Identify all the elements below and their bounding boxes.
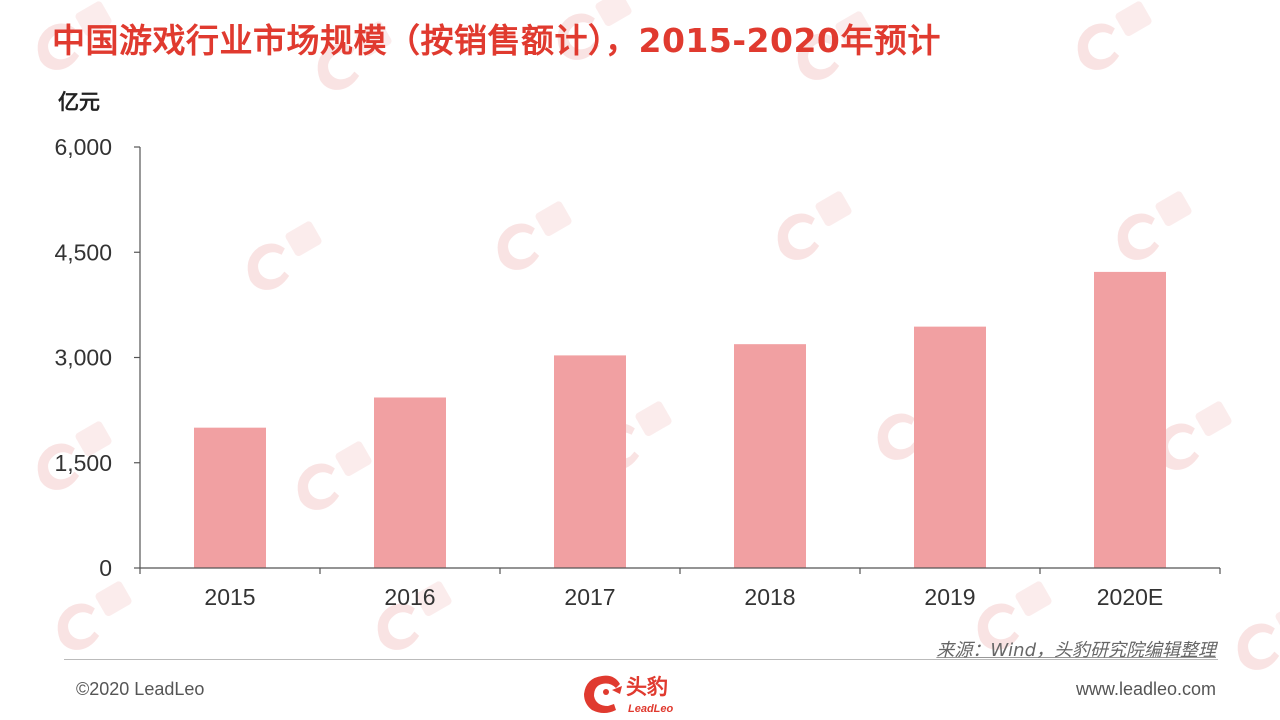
page-title: 中国游戏行业市场规模（按销售额计），2015-2020年预计	[52, 21, 941, 60]
x-tick-label: 2016	[384, 584, 435, 610]
copyright-text: ©2020 LeadLeo	[76, 679, 205, 699]
logo-text-en: LeadLeo	[628, 703, 674, 715]
y-tick-label: 0	[99, 555, 112, 581]
y-tick-label: 1,500	[54, 450, 112, 476]
leadleo-logo: 头豹 LeadLeo	[584, 675, 674, 715]
x-tick-label: 2018	[744, 584, 795, 610]
source-note: 来源：Wind，头豹研究院编辑整理	[936, 640, 1216, 661]
x-tick-label: 2020E	[1097, 584, 1164, 610]
bar-2016	[374, 397, 446, 568]
logo-text-cn: 头豹	[626, 675, 668, 699]
bar-2019	[914, 326, 986, 568]
bar-2017	[554, 355, 626, 568]
bar-2018	[734, 344, 806, 568]
y-axis-unit: 亿元	[58, 90, 100, 114]
footer-divider	[64, 659, 1218, 660]
bar-chart: 0 1,500 3,000 4,500 6,000 2015 2016 2017 2018 20…	[54, 134, 1221, 610]
y-tick-label: 3,000	[54, 345, 112, 371]
website-url: www.leadleo.com	[1075, 679, 1216, 699]
x-tick-label: 2019	[924, 584, 975, 610]
x-tick-label: 2017	[564, 584, 615, 610]
y-tick-label: 6,000	[54, 134, 112, 160]
leopard-head-icon	[584, 675, 622, 713]
bar-2020E	[1094, 271, 1166, 568]
y-tick-label: 4,500	[54, 239, 112, 265]
bar-2015	[194, 427, 266, 568]
x-tick-label: 2015	[204, 584, 255, 610]
